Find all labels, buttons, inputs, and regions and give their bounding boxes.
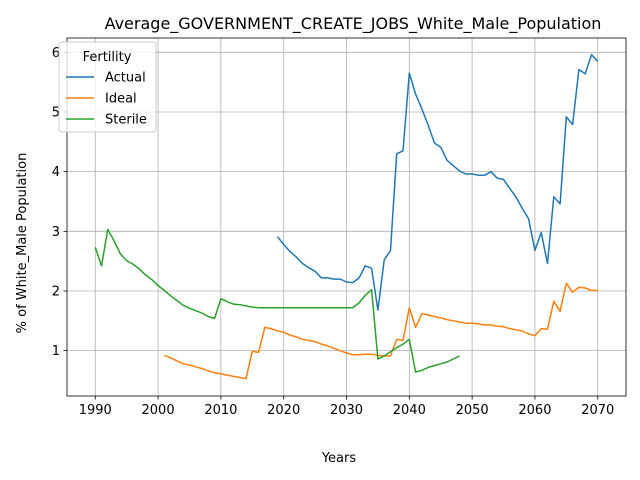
legend-frame: [58, 41, 157, 133]
legend-label-ideal: Ideal: [105, 92, 137, 107]
legend: Fertility Actual Ideal Sterile: [58, 41, 157, 133]
grid-lines: [67, 38, 626, 396]
series-line-actual: [276, 53, 599, 311]
legend-label-sterile: Sterile: [105, 113, 147, 128]
x-tick-label: 2070: [581, 403, 614, 418]
chart-title: Average_GOVERNMENT_CREATE_JOBS_White_Mal…: [105, 14, 602, 34]
x-tick-label: 2030: [330, 403, 363, 418]
x-tick-label: 2040: [393, 403, 426, 418]
y-tick-label: 1: [52, 344, 60, 359]
data-series: [94, 53, 599, 380]
y-tick-label: 5: [52, 105, 60, 120]
x-tick-label: 1990: [79, 403, 112, 418]
axis-ticks: 1990 2000 2010 2020 2030 2040 2050 2060 2070 1 2 3 4…: [52, 46, 615, 418]
x-tick-label: 2020: [267, 403, 300, 418]
x-tick-label: 2060: [518, 403, 551, 418]
y-tick-label: 4: [52, 165, 60, 180]
x-tick-label: 2000: [142, 403, 175, 418]
x-tick-label: 2010: [204, 403, 237, 418]
y-tick-label: 6: [52, 46, 60, 61]
legend-label-actual: Actual: [105, 71, 146, 86]
x-tick-label: 2050: [456, 403, 489, 418]
y-tick-label: 2: [52, 284, 60, 299]
x-axis-label: Years: [321, 451, 357, 466]
y-axis-label: % of White_Male Population: [15, 153, 30, 334]
legend-title: Fertility: [83, 50, 132, 65]
y-tick-label: 3: [52, 225, 60, 240]
series-line-ideal: [164, 282, 598, 380]
series-line-sterile: [94, 228, 460, 373]
